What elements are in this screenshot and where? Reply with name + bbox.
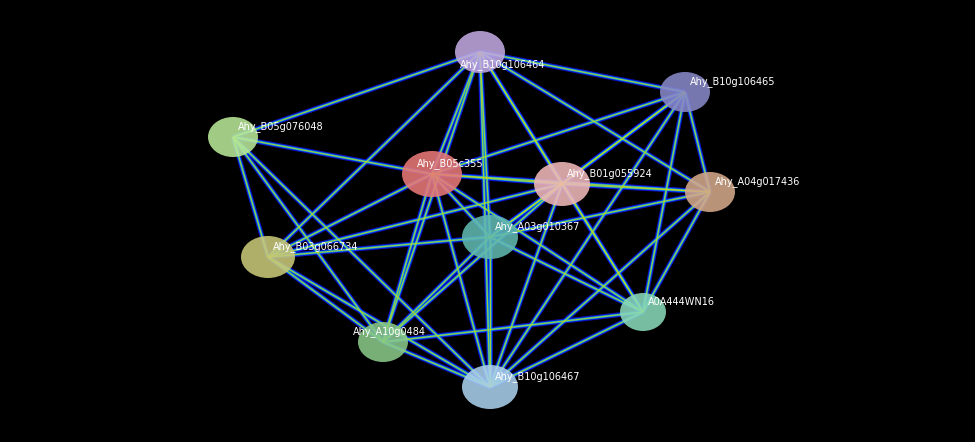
Ellipse shape (685, 172, 735, 212)
Text: Ahy_B10g106464: Ahy_B10g106464 (460, 59, 545, 70)
Text: Ahy_B01g055924: Ahy_B01g055924 (567, 168, 652, 179)
Text: Ahy_B10g106465: Ahy_B10g106465 (690, 76, 775, 87)
Ellipse shape (455, 31, 505, 73)
Text: Ahy_B10g106467: Ahy_B10g106467 (495, 371, 580, 382)
Ellipse shape (660, 72, 710, 112)
Text: Ahy_A10g0484: Ahy_A10g0484 (353, 326, 426, 337)
Ellipse shape (534, 162, 590, 206)
Text: Ahy_B05c355: Ahy_B05c355 (417, 158, 484, 169)
Text: Ahy_A03g010367: Ahy_A03g010367 (495, 221, 580, 232)
Ellipse shape (358, 322, 408, 362)
Text: Ahy_B03g066734: Ahy_B03g066734 (273, 241, 359, 252)
Ellipse shape (620, 293, 666, 331)
Text: Ahy_A04g017436: Ahy_A04g017436 (715, 176, 800, 187)
Text: A0A444WN16: A0A444WN16 (648, 297, 715, 307)
Text: Ahy_B05g076048: Ahy_B05g076048 (238, 121, 324, 132)
Ellipse shape (462, 365, 518, 409)
Ellipse shape (462, 215, 518, 259)
Ellipse shape (402, 151, 462, 197)
Ellipse shape (208, 117, 258, 157)
Ellipse shape (241, 236, 295, 278)
